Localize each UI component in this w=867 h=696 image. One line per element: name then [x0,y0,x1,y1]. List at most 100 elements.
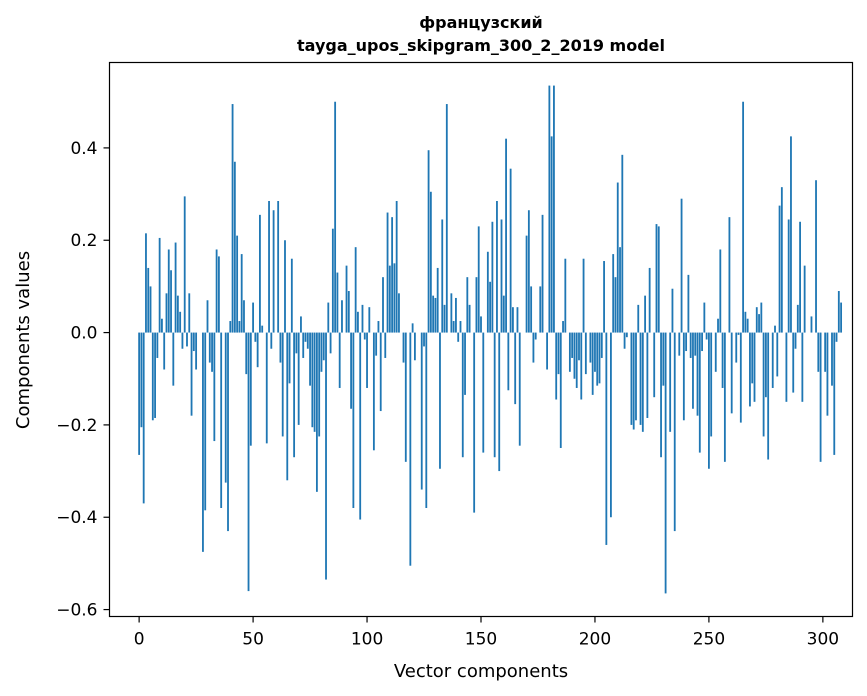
bar-117 [404,332,407,462]
x-tick-label: 0 [134,630,145,650]
bar-230 [662,332,665,386]
bar-10 [161,318,163,333]
bar-291 [801,332,804,402]
bar-129 [432,295,435,333]
bar-263 [737,332,740,335]
bar-307 [837,291,840,333]
bar-273 [760,302,763,333]
bar-164 [512,307,514,333]
bar-181 [550,136,553,333]
bar-82 [325,332,327,580]
bar-272 [758,314,760,333]
bar-210 [616,182,619,333]
bar-187 [564,258,567,333]
x-axis: 0 50 100 150 200 250 300 [134,616,839,650]
bar-274 [762,332,765,437]
bar-79 [318,332,321,437]
bar-173 [532,332,535,363]
bar-17 [176,295,179,333]
bar-153 [486,251,489,333]
bar-271 [755,307,758,333]
bar-147 [473,332,476,513]
bar-284 [785,332,788,402]
bar-239 [682,332,685,421]
bar-103 [372,332,375,451]
bar-254 [717,318,719,333]
x-tick-label: 300 [807,630,839,650]
bar-127 [427,150,430,333]
bar-119 [409,332,412,566]
bar-92 [347,291,350,333]
bar-161 [505,138,507,333]
x-tick-label: 100 [351,630,383,650]
bar-287 [792,332,795,393]
bar-163 [509,168,512,333]
bar-256 [721,332,724,388]
bar-220 [639,332,642,425]
bar-2 [142,332,145,504]
bar-295 [810,316,813,333]
y-tick-label: −0.2 [56,416,97,436]
bar-44 [238,321,241,333]
bar-72 [302,332,305,358]
bar-180 [548,85,551,333]
bar-228 [657,226,660,333]
x-tick-label: 50 [242,630,264,650]
bar-83 [327,302,330,333]
bar-270 [753,332,756,402]
bar-240 [685,332,688,352]
bar-198 [589,332,592,363]
bar-84 [329,332,332,354]
bar-13 [167,249,170,333]
bar-63 [281,332,284,437]
bar-131 [436,267,439,333]
bar-179 [546,332,548,370]
bar-29 [204,332,207,511]
bar-195 [582,258,585,333]
bar-85 [331,228,334,333]
bar-211 [619,247,621,333]
bar-75 [309,332,311,386]
bar-94 [352,332,355,508]
bar-15 [172,332,175,386]
bar-3 [145,233,147,333]
bar-19 [181,332,184,349]
bar-229 [660,332,662,458]
chart-title: французский [419,13,543,32]
bar-41 [231,104,234,333]
bar-91 [345,265,348,333]
bar-30 [206,300,209,333]
bar-106 [379,332,382,412]
bar-97 [359,332,362,520]
bar-259 [728,217,731,333]
bar-86 [334,101,337,333]
bar-268 [749,332,751,407]
bar-190 [571,332,574,358]
bar-276 [767,332,770,460]
bar-16 [174,242,177,333]
bar-74 [306,332,309,349]
bar-224 [648,267,651,333]
bar-81 [322,332,325,361]
bar-189 [568,332,571,372]
bar-62 [279,332,282,363]
bar-70 [297,332,300,425]
bar-186 [562,321,564,333]
bar-285 [787,219,790,333]
bar-53 [259,214,261,333]
bar-120 [411,323,414,333]
bar-130 [434,297,437,333]
bar-67 [290,258,293,333]
bar-205 [605,332,608,545]
bar-36 [220,332,223,508]
x-tick-label: 200 [579,630,611,650]
bar-50 [252,302,254,333]
bar-242 [689,332,692,358]
bar-101 [368,307,371,333]
bar-298 [817,332,820,372]
bar-275 [764,332,767,398]
bar-89 [341,300,343,333]
x-tick-label: 250 [693,630,725,650]
bar-304 [831,332,833,386]
bar-174 [534,332,537,340]
